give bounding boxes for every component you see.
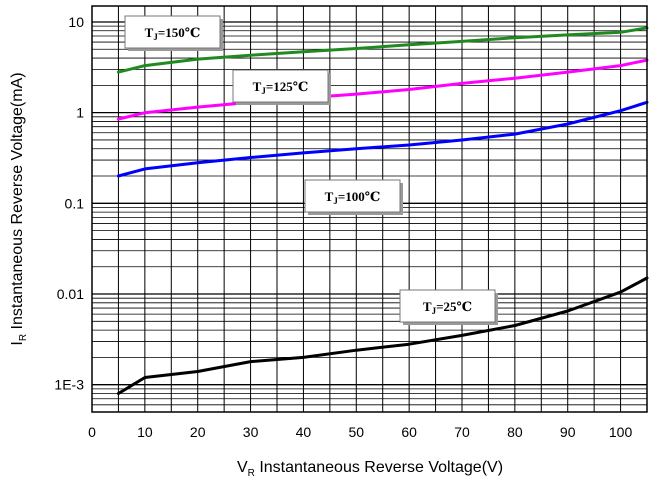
curve-label: TJ=150℃ xyxy=(124,15,223,51)
x-tick-label: 50 xyxy=(348,424,364,440)
x-tick-labels: 0 10 20 30 40 50 60 70 80 90 100 xyxy=(88,424,632,440)
curve-label: TJ=100℃ xyxy=(304,179,403,215)
x-tick-label: 20 xyxy=(190,424,206,440)
curve-label: TJ=125℃ xyxy=(232,69,331,105)
x-tick-label: 100 xyxy=(609,424,633,440)
x-tick-label: 60 xyxy=(401,424,417,440)
series-line xyxy=(116,26,649,74)
y-tick-label: 0.1 xyxy=(65,195,85,211)
series-line xyxy=(116,58,649,121)
y-tick-label: 1 xyxy=(76,105,84,121)
x-tick-label: 90 xyxy=(560,424,576,440)
x-tick-label: 70 xyxy=(454,424,470,440)
curve-label-box xyxy=(124,15,221,49)
series-line xyxy=(116,100,649,178)
x-tick-label: 10 xyxy=(137,424,153,440)
x-axis-title: VR Instantaneous Reverse Voltage(V) xyxy=(237,459,503,479)
x-tick-label: 30 xyxy=(243,424,259,440)
curve-label-text: TJ=150℃ xyxy=(145,25,201,42)
curve-label-text: TJ=25℃ xyxy=(423,299,472,316)
curve-label-text: TJ=100℃ xyxy=(325,189,381,206)
series-line xyxy=(116,276,649,395)
annotations: TJ=150℃ TJ=125℃ TJ=100℃ TJ=25℃ xyxy=(124,15,498,325)
y-tick-label: 10 xyxy=(68,14,84,30)
series-lines xyxy=(116,26,649,395)
y-tick-labels: 10 1 0.1 0.01 1E-3 xyxy=(54,14,84,393)
curve-label-box xyxy=(232,69,329,103)
curve-label-box xyxy=(304,179,401,213)
curve-label: TJ=25℃ xyxy=(399,289,498,325)
x-tick-label: 80 xyxy=(507,424,523,440)
x-tick-label: 40 xyxy=(296,424,312,440)
y-tick-label: 0.01 xyxy=(57,286,84,302)
plot-frame xyxy=(91,5,648,413)
y-tick-label: 1E-3 xyxy=(54,377,84,393)
y-axis-title: IR Instantaneous Reverse Voltage(mA) xyxy=(9,72,29,345)
curve-label-text: TJ=125℃ xyxy=(253,79,309,96)
x-tick-label: 0 xyxy=(88,424,96,440)
curve-label-box xyxy=(399,289,496,323)
